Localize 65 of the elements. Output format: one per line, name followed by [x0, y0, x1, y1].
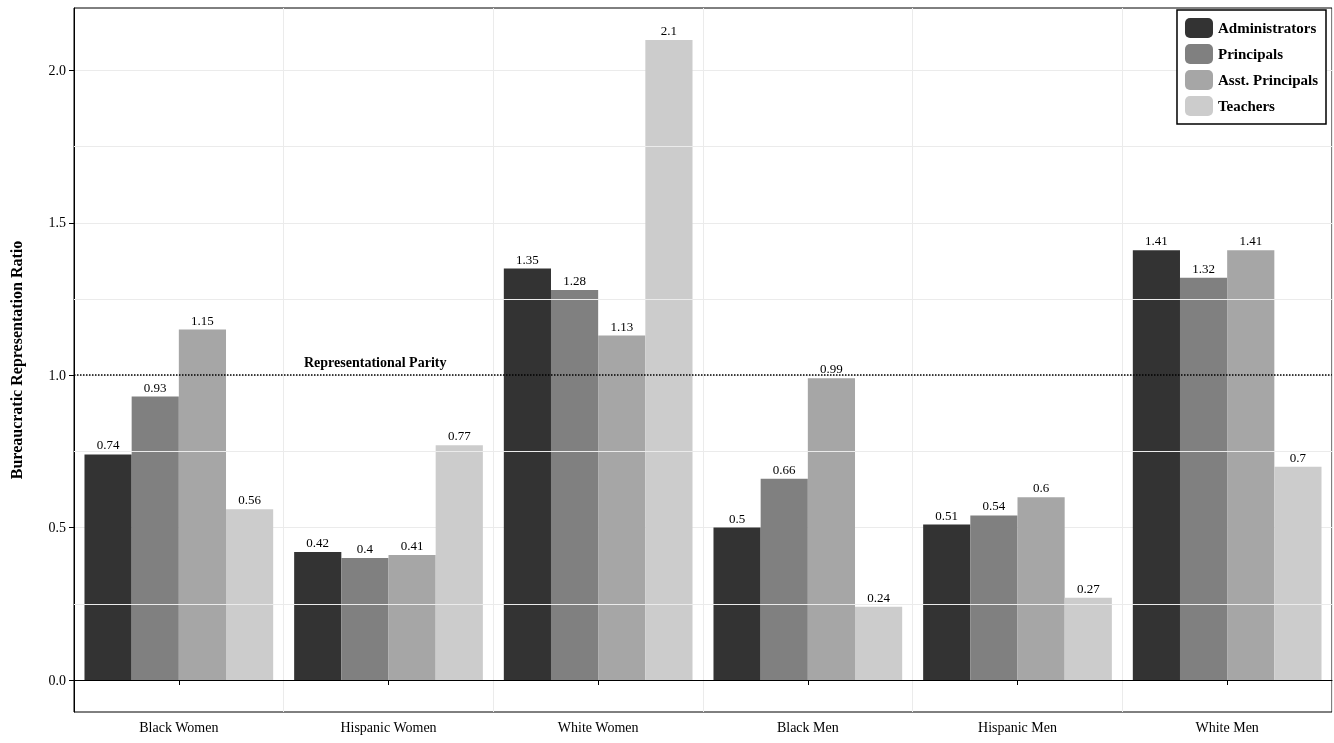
bar	[550, 289, 599, 680]
data-label: 1.35	[516, 251, 539, 267]
bar	[1017, 497, 1065, 680]
x-tick-label: White Men	[1195, 719, 1259, 735]
y-axis-title: Bureaucratic Representation Ratio	[7, 240, 26, 480]
data-label: 0.77	[447, 428, 472, 444]
bar	[1179, 277, 1228, 680]
legend-label: Principals	[1218, 46, 1284, 62]
data-label: 1.32	[1192, 260, 1215, 276]
data-label: 0.99	[820, 361, 843, 377]
data-label: 2.1	[660, 23, 678, 38]
bar	[226, 509, 274, 680]
bar	[807, 378, 856, 680]
data-label: 0.54	[982, 498, 1006, 514]
bar	[598, 335, 646, 680]
bar	[970, 515, 1018, 680]
bar	[388, 555, 436, 680]
x-tick-label: Hispanic Men	[978, 719, 1057, 735]
legend-label: Administrators	[1218, 20, 1317, 36]
data-label: 0.42	[306, 535, 330, 550]
data-label: 0.27	[1076, 580, 1101, 596]
bar	[131, 396, 179, 680]
y-tick-label: 1.0	[48, 367, 66, 383]
y-tick-label: 1.5	[48, 215, 66, 231]
bar	[84, 454, 132, 680]
bar	[923, 524, 971, 680]
data-label: 0.24	[867, 589, 891, 605]
x-tick-label: Hispanic Women	[340, 719, 437, 735]
data-label: 0.74	[96, 437, 120, 453]
data-label: 0.93	[143, 379, 167, 395]
y-tick-label: 0.5	[48, 520, 66, 536]
bar	[1274, 466, 1322, 680]
ref-line-label: Representational Parity	[304, 354, 447, 370]
data-label: 0.7	[1289, 449, 1307, 465]
bar	[713, 527, 761, 680]
data-label: 1.28	[563, 272, 586, 288]
bar	[341, 558, 389, 680]
legend-label: Teachers	[1218, 98, 1276, 114]
data-label: 0.6	[1032, 480, 1050, 496]
bar	[435, 445, 483, 680]
data-label: 0.51	[935, 507, 959, 523]
y-tick-label: 2.0	[48, 62, 66, 78]
data-label: 0.41	[400, 538, 424, 554]
bar	[503, 268, 551, 680]
data-label: 0.56	[238, 492, 262, 508]
data-label: 0.5	[728, 510, 746, 526]
bar	[855, 606, 903, 680]
x-tick-label: Black Men	[776, 719, 839, 735]
data-label: 0.66	[772, 461, 797, 477]
bar	[1064, 597, 1112, 680]
legend-label: Asst. Principals	[1218, 72, 1319, 88]
y-tick-label: 0.0	[48, 672, 66, 688]
data-label: 0.4	[356, 541, 374, 557]
bar	[1227, 250, 1275, 680]
x-tick-label: White Women	[557, 719, 639, 735]
data-label: 1.15	[191, 312, 214, 328]
data-label: 1.13	[610, 318, 634, 334]
bar	[294, 552, 342, 680]
x-tick-label: Black Women	[139, 719, 219, 735]
bar	[760, 478, 808, 680]
data-label: 1.41	[1145, 233, 1168, 249]
bar	[178, 329, 227, 680]
bar	[645, 40, 693, 680]
bar	[1132, 250, 1180, 680]
data-label: 1.41	[1239, 233, 1263, 249]
